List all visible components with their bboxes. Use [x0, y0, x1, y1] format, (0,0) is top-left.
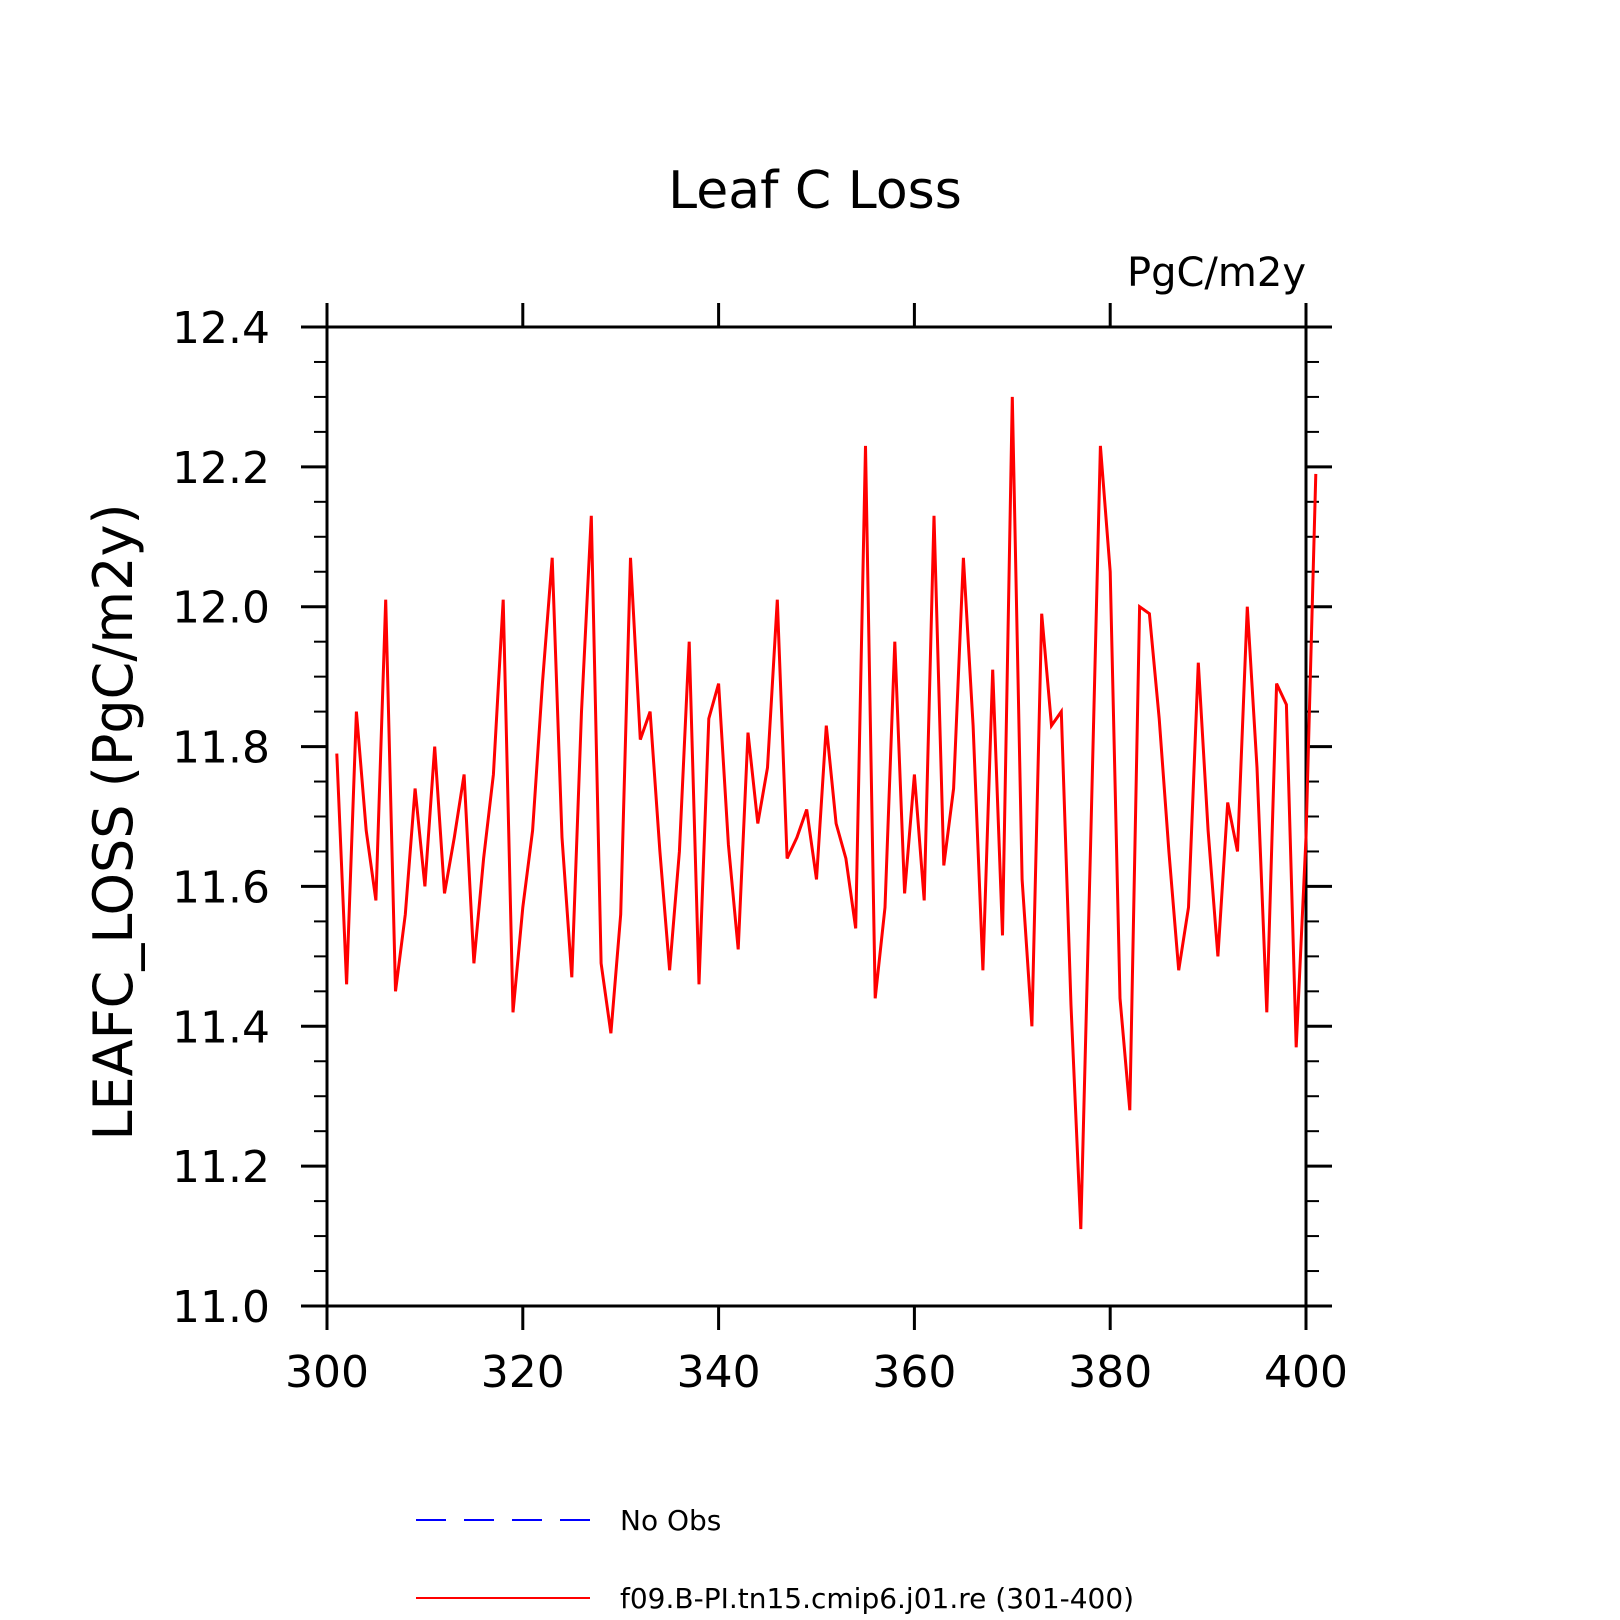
legend-label: f09.B-PI.tn15.cmip6.j01.re (301-400)	[620, 1582, 1134, 1615]
y-tick-label: 11.8	[172, 723, 270, 774]
chart-title: Leaf C Loss	[668, 161, 962, 221]
y-tick-label: 11.4	[172, 1002, 270, 1053]
units-label: PgC/m2y	[1127, 250, 1306, 296]
y-axis-label: LEAFC_LOSS (PgC/m2y)	[82, 503, 145, 1140]
x-tick-label: 400	[1264, 1347, 1348, 1398]
series-group	[335, 396, 1318, 1230]
axis-ticks	[301, 303, 1332, 1330]
x-tick-label: 300	[285, 1347, 369, 1398]
legend: No Obs f09.B-PI.tn15.cmip6.j01.re (301-40…	[416, 1504, 1134, 1615]
y-tick-label: 12.4	[172, 303, 270, 354]
x-tick-label: 320	[481, 1347, 565, 1398]
x-tick-label: 380	[1068, 1347, 1152, 1398]
y-tick-label: 11.2	[172, 1142, 270, 1193]
x-tick-label: 360	[872, 1347, 956, 1398]
tick-labels: 300 320 340 360 380 400 11.0 11.2 11.4 11.6 11.8 12…	[172, 303, 1348, 1398]
legend-label: No Obs	[620, 1504, 721, 1537]
y-tick-label: 11.6	[172, 862, 270, 913]
y-tick-label: 12.0	[172, 583, 270, 634]
series-line	[335, 396, 1318, 1230]
plot-border	[325, 325, 1308, 1308]
y-tick-label: 12.2	[172, 443, 270, 494]
y-tick-label: 11.0	[172, 1282, 270, 1333]
x-tick-label: 340	[677, 1347, 761, 1398]
plot-frame	[325, 325, 1308, 1308]
